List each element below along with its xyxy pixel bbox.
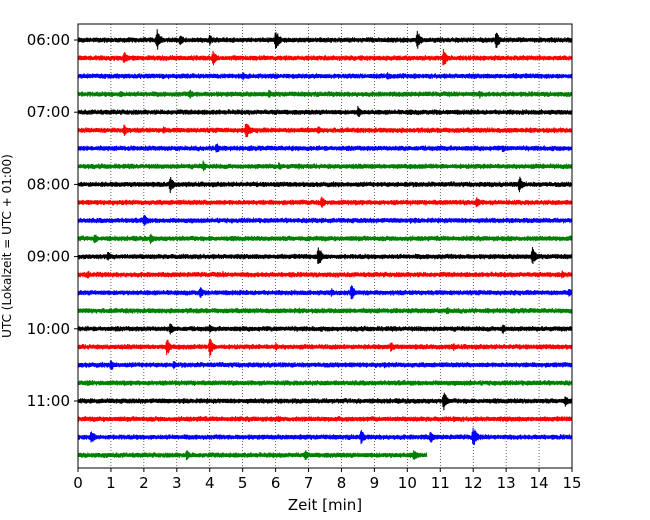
y-tick-label: 11:00 — [27, 392, 70, 410]
trace-0615 — [77, 48, 573, 66]
seismogram-traces — [77, 29, 573, 461]
x-tick-label: 15 — [562, 474, 581, 492]
x-tick-label: 11 — [431, 474, 450, 492]
trace-1045 — [77, 379, 573, 386]
x-tick-label: 5 — [238, 474, 248, 492]
trace-0745 — [77, 160, 573, 172]
trace-0930 — [77, 285, 573, 300]
plot-frame — [77, 23, 573, 469]
x-tick-label: 6 — [271, 474, 281, 492]
trace-1000 — [77, 323, 573, 335]
trace-1015 — [77, 338, 573, 357]
y-axis-label: UTC (Lokalzeit = UTC + 01:00) — [0, 154, 14, 338]
y-tick-label: 10:00 — [27, 320, 70, 338]
x-tick-label: 8 — [337, 474, 347, 492]
x-tick-label: 0 — [73, 474, 83, 492]
y-tick-label: 07:00 — [27, 103, 70, 121]
x-tick-label: 2 — [139, 474, 149, 492]
y-tick-label: 09:00 — [27, 248, 70, 266]
y-tick-label: 06:00 — [27, 31, 70, 49]
trace-0630 — [77, 72, 573, 81]
trace-0900 — [77, 247, 573, 264]
trace-0830 — [77, 214, 573, 227]
x-tick-label: 10 — [398, 474, 417, 492]
x-tick-label: 3 — [172, 474, 182, 492]
trace-0800 — [77, 176, 573, 194]
y-axis-ticks: 06:00 07:00 08:00 09:00 10:00 11:00 — [27, 31, 78, 410]
trace-0915 — [77, 270, 573, 279]
trace-0945 — [77, 307, 573, 315]
trace-0815 — [77, 196, 573, 208]
trace-0645 — [77, 89, 573, 99]
y-tick-label: 08:00 — [27, 175, 70, 193]
trace-0600 — [77, 29, 573, 50]
x-tick-label: 14 — [530, 474, 549, 492]
trace-0845 — [77, 233, 573, 245]
trace-1100 — [77, 392, 573, 411]
trace-0700 — [77, 105, 573, 118]
x-tick-label: 13 — [497, 474, 516, 492]
x-axis-label: Zeit [min] — [288, 496, 362, 514]
trace-1145 — [77, 450, 428, 461]
x-tick-label: 12 — [464, 474, 483, 492]
grid-lines — [110, 24, 540, 468]
trace-1115 — [77, 415, 573, 423]
trace-1130 — [77, 427, 573, 445]
x-tick-label: 7 — [304, 474, 314, 492]
x-tick-label: 1 — [106, 474, 116, 492]
trace-0730 — [77, 143, 573, 153]
trace-1030 — [77, 360, 573, 370]
x-tick-label: 4 — [205, 474, 215, 492]
x-tick-label: 9 — [370, 474, 380, 492]
trace-0715 — [77, 123, 573, 138]
x-axis-ticks: 0 1 2 3 4 5 6 7 8 9 10 11 12 13 14 15 — [73, 468, 582, 492]
